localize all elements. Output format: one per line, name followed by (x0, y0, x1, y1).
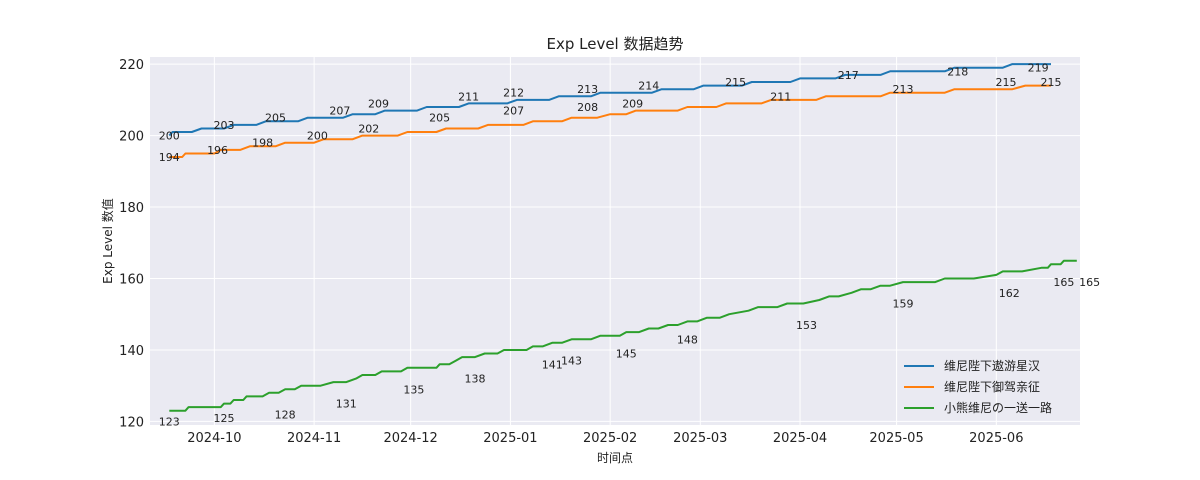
series-line-3 (169, 259, 1077, 412)
x-tick-labels: 2024-10 2024-11 2024-12 2025-01 2025-02 2025-… (187, 431, 1023, 446)
x-tick-label: 2025-04 (773, 431, 827, 446)
legend-entry: 维尼陛下遨游星汉 (944, 358, 1040, 373)
y-tick-label: 120 (119, 415, 144, 430)
data-label: 203 (214, 119, 235, 132)
data-label: 165 (1053, 276, 1074, 289)
data-label: 141 (542, 358, 563, 371)
data-label: 214 (638, 80, 659, 93)
chart-title: Exp Level 数据趋势 (546, 35, 683, 53)
y-tick-label: 160 (119, 273, 144, 288)
data-label: 145 (616, 348, 637, 361)
data-label: 215 (725, 76, 746, 89)
plot-background (150, 57, 1080, 425)
data-label: 196 (207, 144, 228, 157)
data-label: 135 (403, 383, 424, 396)
data-label: 153 (796, 319, 817, 332)
data-label: 138 (465, 373, 486, 386)
data-label: 162 (999, 287, 1020, 300)
data-label: 202 (358, 122, 379, 135)
data-label: 217 (838, 69, 859, 82)
x-tick-label: 2025-01 (483, 431, 537, 446)
data-label: 198 (252, 137, 273, 150)
series-line-1 (168, 63, 1051, 137)
data-label: 205 (429, 112, 450, 125)
series-lines (168, 63, 1077, 412)
data-label: 208 (577, 101, 598, 114)
data-label: 143 (561, 355, 582, 368)
data-label: 209 (622, 97, 643, 110)
x-tick-label: 2024-10 (187, 431, 241, 446)
data-label: 211 (770, 90, 791, 103)
legend-entry: 维尼陛下御驾亲征 (944, 379, 1040, 394)
data-label: 159 (893, 298, 914, 311)
data-label: 125 (214, 412, 235, 425)
legend-entry: 小熊维尼の一送一路 (944, 400, 1052, 415)
grid-lines (150, 57, 1080, 425)
x-axis-label: 时间点 (597, 451, 633, 465)
data-label: 123 (159, 415, 180, 428)
data-label: 165 (1079, 276, 1100, 289)
x-tick-label: 2024-11 (287, 431, 341, 446)
x-tick-label: 2025-02 (583, 431, 637, 446)
x-tick-label: 2024-12 (383, 431, 437, 446)
data-label: 200 (159, 130, 180, 143)
y-tick-label: 200 (119, 130, 144, 145)
data-label: 205 (265, 112, 286, 125)
data-label: 212 (503, 87, 524, 100)
data-label: 148 (677, 333, 698, 346)
data-label: 215 (995, 76, 1016, 89)
data-label: 131 (336, 398, 357, 411)
data-label: 213 (893, 83, 914, 96)
data-label: 194 (159, 151, 180, 164)
y-tick-label: 180 (119, 201, 144, 216)
y-tick-labels: 120 140 160 180 200 220 (119, 58, 144, 430)
series-line-2 (169, 84, 1051, 158)
x-tick-label: 2025-05 (869, 431, 923, 446)
data-label: 128 (275, 408, 296, 421)
y-axis-label: Exp Level 数值 (100, 198, 115, 284)
data-label: 215 (1041, 76, 1062, 89)
data-label: 218 (947, 65, 968, 78)
y-tick-label: 140 (119, 344, 144, 359)
data-label: 207 (329, 105, 350, 118)
x-tick-label: 2025-06 (969, 431, 1023, 446)
data-label: 219 (1028, 62, 1049, 75)
data-label: 207 (503, 105, 524, 118)
data-label: 200 (307, 130, 328, 143)
y-tick-label: 220 (119, 58, 144, 73)
data-label: 211 (458, 90, 479, 103)
data-label: 209 (368, 97, 389, 110)
x-tick-label: 2025-03 (673, 431, 727, 446)
data-label: 213 (577, 83, 598, 96)
